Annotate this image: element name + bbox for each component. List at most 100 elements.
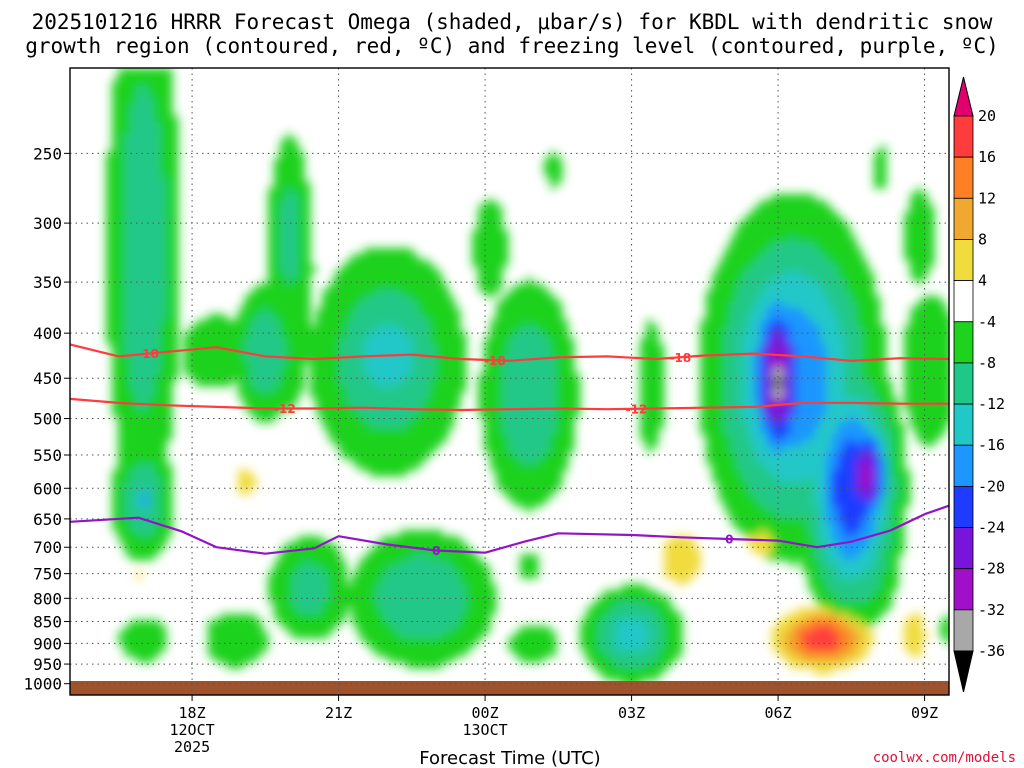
omega-cell [934,362,941,369]
omega-cell [268,404,275,411]
omega-cell [340,362,347,369]
omega-cell [340,284,347,291]
omega-cell [142,326,149,333]
omega-cell [412,422,419,429]
omega-cell [478,380,485,387]
omega-cell [112,212,119,219]
omega-cell [778,524,785,531]
omega-cell [496,236,503,243]
omega-cell [814,200,821,207]
omega-cell [406,320,413,327]
omega-cell [148,488,155,495]
omega-cell [430,374,437,381]
omega-cell [124,476,131,483]
omega-cell [532,398,539,405]
omega-cell [856,398,863,405]
omega-cell [928,404,935,411]
omega-cell [214,338,221,345]
omega-cell [928,440,935,447]
omega-cell [436,434,443,441]
omega-cell [142,434,149,441]
omega-cell [718,476,725,483]
omega-cell [514,326,521,333]
omega-cell [394,338,401,345]
omega-cell [124,188,131,195]
omega-cell [910,212,917,219]
omega-cell [940,416,947,423]
omega-cell [556,308,563,315]
omega-cell [148,482,155,489]
omega-cell [148,158,155,165]
omega-cell [298,260,305,267]
omega-cell [820,380,827,387]
omega-cell [832,494,839,501]
omega-cell [832,518,839,525]
omega-cell [940,326,947,333]
omega-cell [214,374,221,381]
omega-cell [802,452,809,459]
omega-cell [682,536,689,543]
omega-cell [772,536,779,543]
omega-cell [790,464,797,471]
omega-cell [166,146,173,153]
omega-cell [118,398,125,405]
omega-cell [514,308,521,315]
omega-cell [778,410,785,417]
omega-cell [922,344,929,351]
omega-cell [850,512,857,519]
omega-cell [748,416,755,423]
omega-cell [736,512,743,519]
omega-cell [796,554,803,561]
omega-cell [112,176,119,183]
omega-cell [496,464,503,471]
omega-cell [736,272,743,279]
omega-cell [856,434,863,441]
omega-cell [238,386,245,393]
omega-cell [928,326,935,333]
omega-cell [862,362,869,369]
omega-cell [136,164,143,171]
omega-cell [766,398,773,405]
omega-cell [136,320,143,327]
omega-cell [316,410,323,417]
omega-cell [538,452,545,459]
omega-cell [280,560,287,567]
omega-cell [424,272,431,279]
omega-cell [574,398,581,405]
omega-cell [268,254,275,261]
omega-cell [358,392,365,399]
omega-cell [130,452,137,459]
omega-cell [136,236,143,243]
omega-cell [394,260,401,267]
omega-cell [496,344,503,351]
omega-cell [808,560,815,567]
omega-cell [856,518,863,525]
omega-cell [724,434,731,441]
omega-cell [922,374,929,381]
omega-cell [382,284,389,291]
omega-cell [292,188,299,195]
omega-cell [778,518,785,525]
omega-cell [772,404,779,411]
omega-cell [916,194,923,201]
omega-cell [340,272,347,279]
omega-cell [556,476,563,483]
omega-cell [394,446,401,453]
omega-cell [820,206,827,213]
omega-cell [388,314,395,321]
omega-cell [562,362,569,369]
omega-cell [370,422,377,429]
omega-cell [796,200,803,207]
omega-cell [796,446,803,453]
omega-cell [274,566,281,573]
omega-cell [118,212,125,219]
omega-cell [778,296,785,303]
omega-cell [706,326,713,333]
omega-cell [550,170,557,177]
omega-cell [796,296,803,303]
omega-cell [802,254,809,261]
omega-cell [298,188,305,195]
omega-cell [136,434,143,441]
omega-cell [748,524,755,531]
omega-cell [808,458,815,465]
